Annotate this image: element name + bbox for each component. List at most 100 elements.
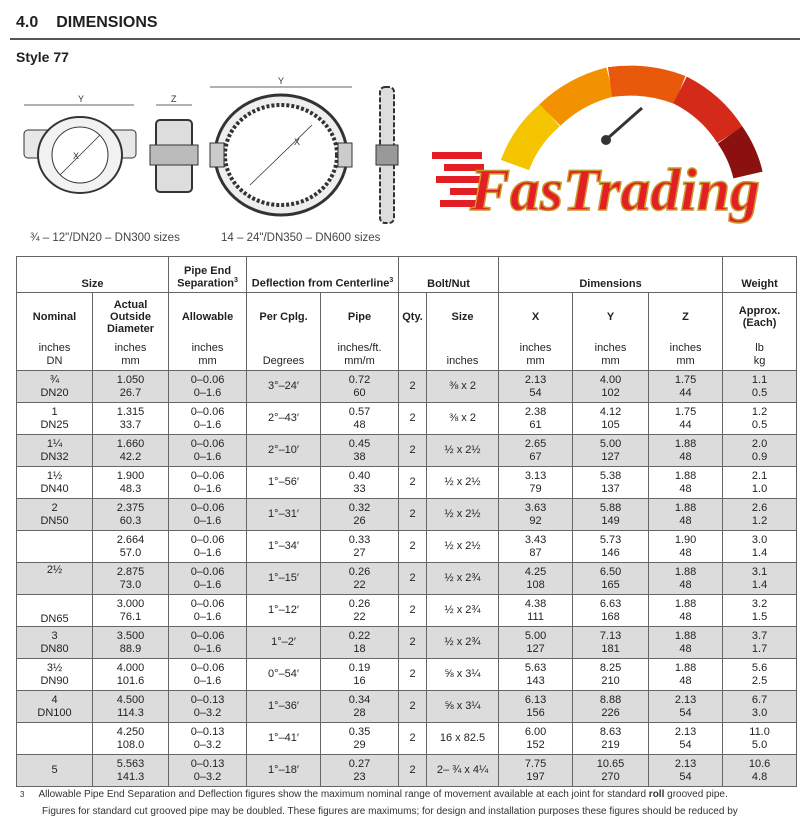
- cell-text: 61: [529, 418, 542, 431]
- column-header: Size inches: [426, 292, 500, 371]
- cell-text: 29: [353, 738, 366, 751]
- cell-text: 5.00: [524, 630, 547, 642]
- table-cell: 1°–41′: [246, 722, 322, 755]
- column-title: X: [531, 311, 540, 323]
- table-cell: 6.00 152: [498, 722, 574, 755]
- cell-text: ⅝ x 3¼: [444, 668, 481, 681]
- table-cell: 1°–34′: [246, 530, 322, 563]
- table-cell: 1.88 48: [648, 466, 724, 499]
- group-header-text: Weight: [741, 278, 778, 290]
- group-header: Size: [15, 256, 170, 293]
- table-cell: 2: [398, 370, 428, 403]
- cell-text: 0.32: [348, 502, 371, 514]
- cell-text: 5.0: [751, 738, 768, 751]
- cell-text: 1.88: [674, 598, 697, 610]
- cell-text: 0°–54′: [268, 668, 299, 681]
- cell-text: ½ x 2¾: [444, 604, 481, 617]
- drawing-caption: 14 – 24"/DN350 – DN600 sizes: [221, 232, 381, 244]
- cell-text: 1°–31′: [268, 508, 299, 521]
- table-cell: 0–0.06 0–1.6: [168, 562, 248, 595]
- cell-text: 7.13: [599, 630, 622, 642]
- unit-label: Degrees: [262, 355, 305, 367]
- table-cell: 3.63 92: [498, 498, 574, 531]
- cell-text: 44: [679, 418, 692, 431]
- cell-text: 2: [409, 700, 416, 713]
- cell-text: 2: [409, 540, 416, 553]
- cell-text: 0–1.6: [193, 482, 222, 495]
- cell-text: 3.500: [116, 630, 145, 642]
- cell-text: 1°–34′: [268, 540, 299, 553]
- table-cell: 0.26 22: [320, 594, 400, 627]
- table-cell: 6.63 168: [572, 594, 650, 627]
- section-number: 4.0: [16, 14, 39, 31]
- table-cell: 2.0 0.9: [722, 434, 798, 467]
- cell-text: 1°–56′: [268, 476, 299, 489]
- cell-text: 1°–18′: [268, 764, 299, 777]
- table-cell: 1°–56′: [246, 466, 322, 499]
- table-cell: 1°–31′: [246, 498, 322, 531]
- cell-text: 3.63: [524, 502, 547, 514]
- column-title: Per Cplg.: [259, 311, 308, 323]
- cell-text: 7.75: [524, 758, 547, 770]
- table-cell: 0–0.13 0–3.2: [168, 722, 248, 755]
- cell-text: 2.13: [674, 694, 697, 706]
- cell-text: 226: [601, 706, 620, 719]
- table-cell: 4.500 114.3: [91, 690, 170, 723]
- cell-text: 0.33: [348, 534, 371, 546]
- cell-text: 149: [601, 514, 620, 527]
- table-cell: 8.25 210: [572, 658, 650, 691]
- cell-text: 0–0.06: [190, 662, 225, 674]
- table-row: 3½ DN90 4.000 101.6 0–0.06 0–1.6 0°–54′ 0.19 16 2…: [16, 658, 798, 691]
- cell-text: 73.0: [119, 578, 142, 591]
- column-title: Actual Outside Diameter: [106, 299, 155, 335]
- cell-text: 4.00: [599, 374, 622, 386]
- cell-text: 0.26: [348, 566, 371, 578]
- table-cell: 2°–10′: [246, 434, 322, 467]
- column-header: Approx. (Each) lb kg: [722, 292, 798, 371]
- cell-text: 4.500: [116, 694, 145, 706]
- cell-text: 60.3: [119, 514, 142, 527]
- cell-text: 1.5: [751, 610, 768, 623]
- table-cell: 2°–43′: [246, 402, 322, 435]
- cell-text: 54: [679, 738, 692, 751]
- table-cell: [16, 722, 93, 755]
- unit-label: inches: [669, 342, 702, 354]
- cell-text: 197: [526, 770, 545, 783]
- cell-text: 2: [409, 380, 416, 393]
- cell-text: 168: [601, 610, 620, 623]
- table-cell: 4.25 108: [498, 562, 574, 595]
- table-cell: ½ x 2¾: [426, 594, 500, 627]
- table-cell: 1.88 48: [648, 658, 724, 691]
- cell-text: 18: [353, 642, 366, 655]
- cell-text: 4.25: [524, 566, 547, 578]
- cell-text: 3.0: [751, 706, 768, 719]
- cell-text: 6.7: [751, 694, 768, 706]
- cell-text: 0–1.6: [193, 578, 222, 591]
- table-cell: 1°–2′: [246, 626, 322, 659]
- cell-text: 1°–2′: [271, 636, 296, 649]
- cell-text: 0–0.06: [190, 502, 225, 514]
- table-cell: 5.73 146: [572, 530, 650, 563]
- cell-text: 3.43: [524, 534, 547, 546]
- cell-text: 16 x 82.5: [439, 732, 486, 745]
- logo: FasTrading: [432, 65, 763, 224]
- cell-text: 5.73: [599, 534, 622, 546]
- cell-text: 3.13: [524, 470, 547, 482]
- cell-text: 0.19: [348, 662, 371, 674]
- cell-text: 105: [601, 418, 620, 431]
- cell-text: 0.72: [348, 374, 371, 386]
- table-cell: 2: [398, 466, 428, 499]
- cell-text: 0–1.6: [193, 642, 222, 655]
- table-cell: 1°–36′: [246, 690, 322, 723]
- cell-text: 2.664: [116, 534, 145, 546]
- table-cell: 0–0.06 0–1.6: [168, 530, 248, 563]
- cell-text: 3: [51, 630, 58, 642]
- group-header: Dimensions: [498, 256, 724, 293]
- cell-text: 2.13: [524, 374, 547, 386]
- cell-text: 2.1: [751, 470, 768, 482]
- cell-text: 4: [51, 694, 58, 706]
- unit-label: mm: [198, 355, 217, 367]
- cell-text: 102: [601, 386, 620, 399]
- cell-text: 48: [679, 578, 692, 591]
- table-cell: 1.75 44: [648, 402, 724, 435]
